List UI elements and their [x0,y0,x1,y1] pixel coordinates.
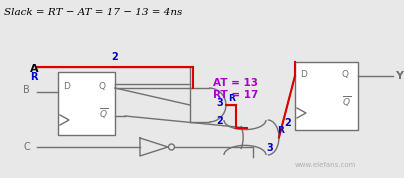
Bar [295,62,358,130]
Text: 2: 2 [284,118,291,128]
Text: B: B [23,85,30,95]
Text: AT = 13: AT = 13 [213,78,258,88]
Text: D: D [300,70,307,79]
Text: www.elefans.com: www.elefans.com [295,162,356,168]
Text: D: D [63,82,70,91]
Text: Slack = RT − AT = 17 − 13 = 4ns: Slack = RT − AT = 17 − 13 = 4ns [4,8,182,17]
Text: 3: 3 [267,143,274,153]
Text: RT = 17: RT = 17 [213,90,258,100]
Bar [58,72,115,135]
Text: C: C [23,142,30,152]
Text: 3: 3 [217,98,223,108]
Text: Q: Q [99,82,106,91]
Text: Y: Y [395,71,403,81]
Text: A: A [30,64,39,74]
Text: $\overline{Q}$: $\overline{Q}$ [99,106,108,121]
Text: 2: 2 [112,52,118,62]
Text: R: R [30,72,38,82]
Text: Q: Q [342,70,349,79]
Text: R: R [228,94,235,103]
Text: 2: 2 [217,116,223,126]
Text: $\overline{Q}$: $\overline{Q}$ [342,94,351,109]
Text: R: R [277,127,284,135]
